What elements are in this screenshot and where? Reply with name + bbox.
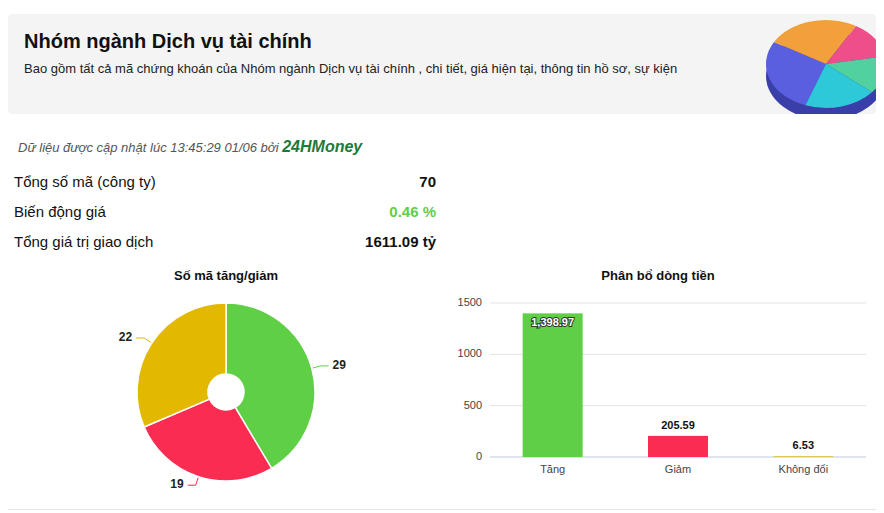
page: Nhóm ngành Dịch vụ tài chính Bao gồm tất … <box>0 0 884 513</box>
x-tick-label: Giảm <box>665 463 691 475</box>
header-title: Nhóm ngành Dịch vụ tài chính <box>24 30 312 53</box>
bar-label: 205.59 <box>661 419 695 431</box>
pie-title: Số mã tăng/giảm <box>174 268 278 283</box>
bar-title: Phân bổ dòng tiền <box>601 268 714 283</box>
bar-label: 1,398.97 <box>531 316 574 328</box>
y-tick-label: 500 <box>464 399 482 411</box>
grid-line <box>490 303 866 304</box>
pie-slice <box>137 303 226 427</box>
x-tick-label: Tăng <box>540 463 565 475</box>
bar <box>773 456 833 457</box>
bar-group <box>523 313 834 457</box>
update-line: Dữ liệu được cập nhật lúc 13:45:29 01/06… <box>18 138 362 156</box>
icon-slice <box>805 64 871 108</box>
stat-value: 0.46 % <box>236 203 436 220</box>
header-subtitle: Bao gồm tất cả mã chứng khoán của Nhóm n… <box>24 61 677 76</box>
y-tick-label: 0 <box>476 450 482 462</box>
bar-label: 6.53 <box>793 439 814 451</box>
header-icon <box>764 14 876 114</box>
pie-label: 19 <box>170 477 184 491</box>
charts-svg: Số mã tăng/giảm 29 19 22 Phân bổ dòng tiền 0 5… <box>0 0 884 513</box>
update-text: Dữ liệu được cập nhật lúc 13:45:29 01/06… <box>18 140 282 155</box>
pie-leader <box>136 338 151 342</box>
stat-label: Tổng giá trị giao dịch <box>14 233 153 250</box>
y-tick-label: 1500 <box>458 296 482 308</box>
stat-label: Tổng số mã (công ty) <box>14 173 156 190</box>
bar <box>523 313 583 457</box>
stat-label: Biến động giá <box>14 203 106 220</box>
pie-label: 29 <box>332 358 346 372</box>
pie-leader <box>188 478 198 486</box>
x-tick-label: Không đổi <box>779 463 829 475</box>
pie-slices <box>137 303 315 481</box>
y-tick-label: 1000 <box>458 347 482 359</box>
pie-leader <box>313 366 329 368</box>
stat-value: 70 <box>236 173 436 190</box>
stat-value: 1611.09 tỷ <box>236 233 436 250</box>
icon-slice <box>826 26 876 64</box>
pie-label: 22 <box>119 330 133 344</box>
icon-group <box>766 20 876 114</box>
bottom-rule <box>8 509 876 510</box>
bar <box>648 436 708 457</box>
update-source: 24HMoney <box>282 138 362 155</box>
